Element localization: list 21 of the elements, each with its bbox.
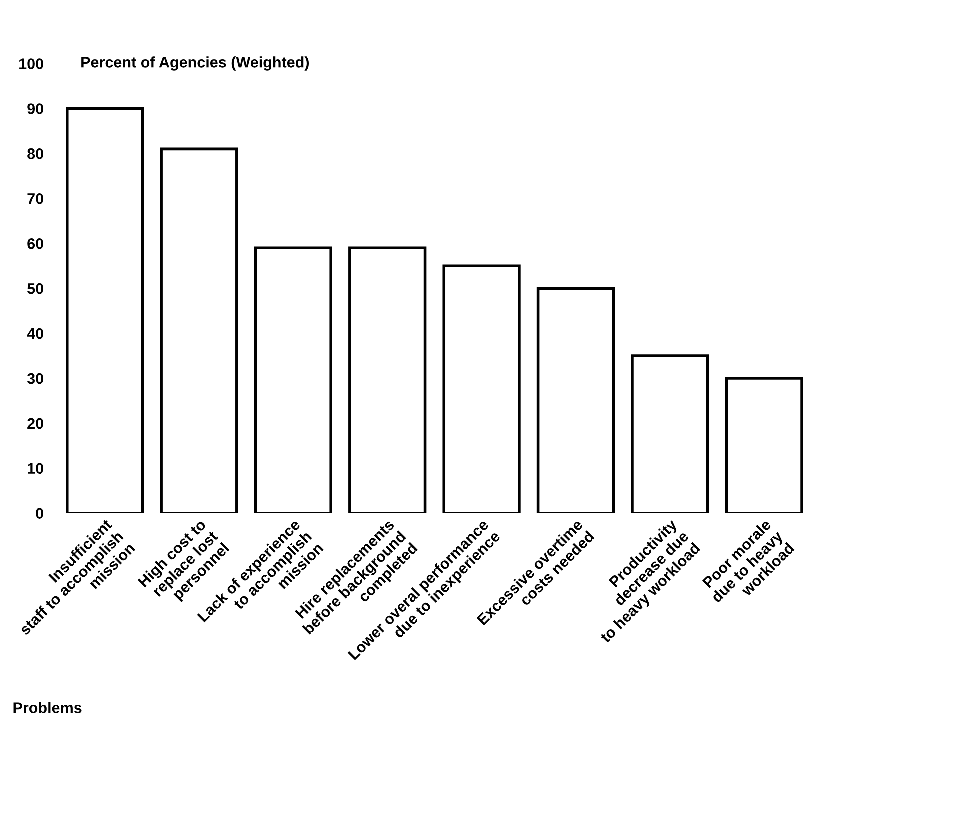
y-tick-label: 60 xyxy=(28,238,44,250)
bar xyxy=(160,148,238,514)
y-tick-label: 100 xyxy=(20,58,44,70)
y-tick-label: 40 xyxy=(27,328,44,340)
y-tick-label: 70 xyxy=(28,194,44,204)
y-tick-label: 20 xyxy=(28,418,44,430)
bar xyxy=(536,287,616,514)
y-tick-label: 80 xyxy=(28,148,44,160)
y-tick-label: 30 xyxy=(27,373,44,384)
y-tick-label: 0 xyxy=(36,508,44,520)
y-tick-label: 10 xyxy=(28,463,44,474)
x-axis-title: Problems xyxy=(14,702,82,714)
bar xyxy=(348,246,427,514)
bar xyxy=(254,246,332,514)
bar xyxy=(725,377,804,514)
bar xyxy=(66,107,144,514)
y-tick-label: 50 xyxy=(28,283,44,294)
y-axis-title: Percent of Agencies (Weighted) xyxy=(82,56,310,71)
y-tick-label: 90 xyxy=(28,104,44,114)
bar xyxy=(442,264,521,514)
bar xyxy=(631,354,710,514)
